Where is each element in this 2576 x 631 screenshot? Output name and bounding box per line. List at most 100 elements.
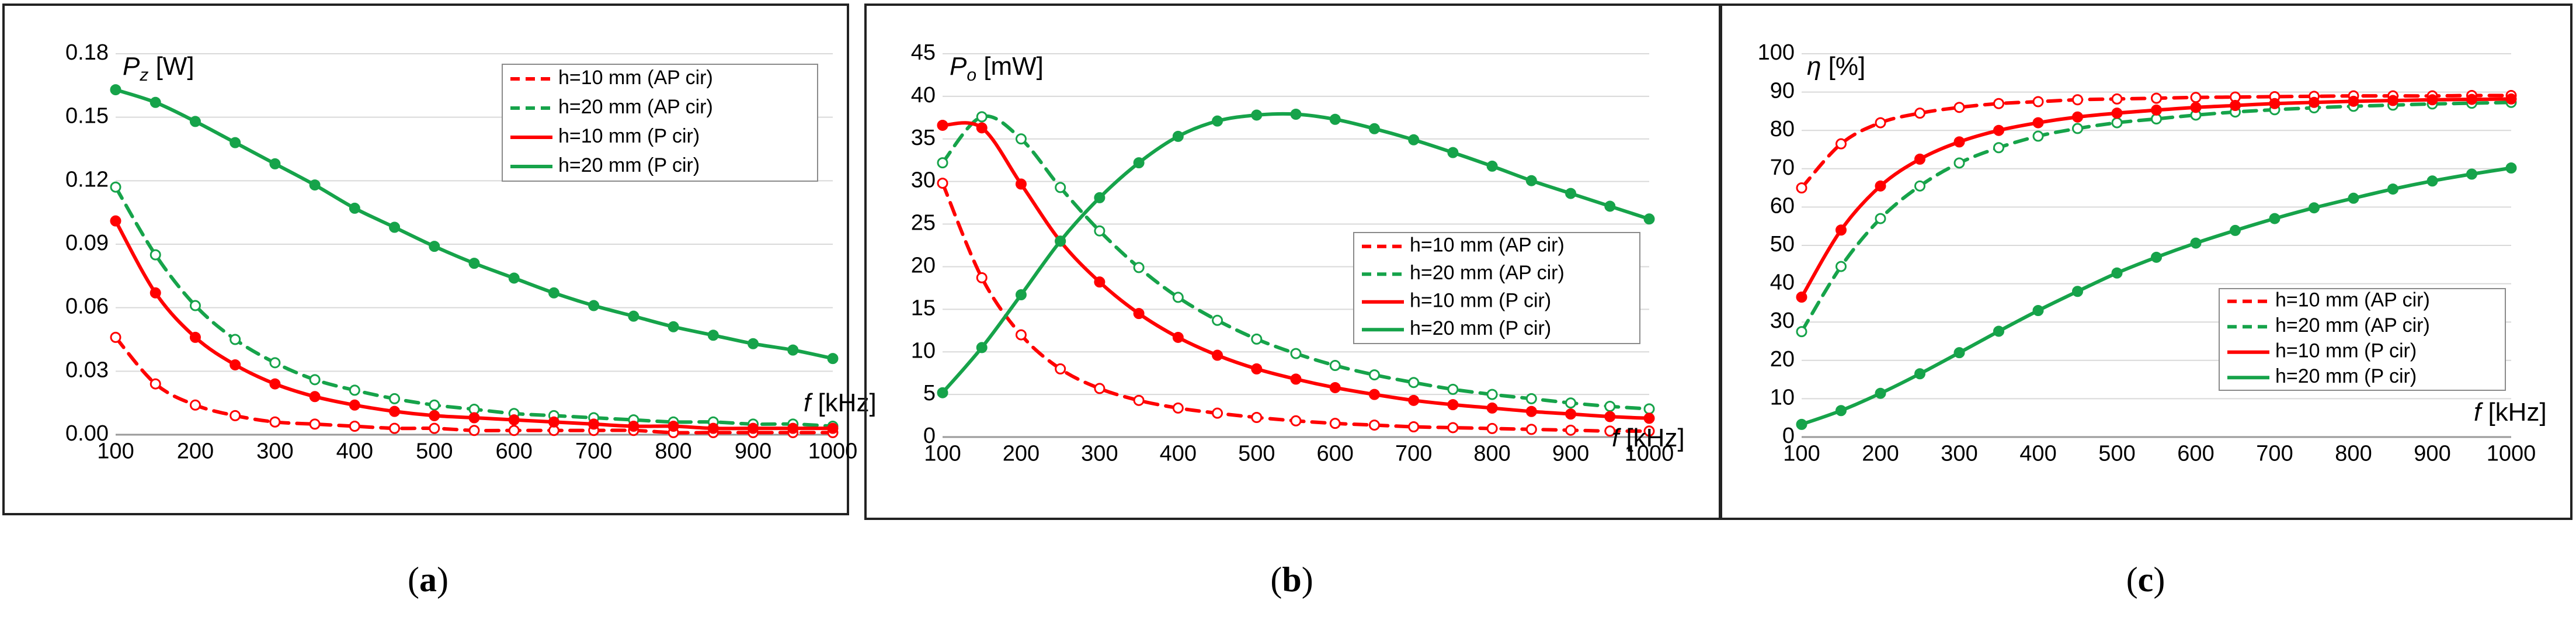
data-point	[1368, 123, 1380, 134]
y-tick-label: 25	[911, 211, 936, 235]
data-point	[668, 321, 679, 332]
data-point	[1447, 383, 1459, 395]
data-point	[1486, 402, 1498, 414]
data-point	[349, 399, 360, 411]
data-point	[1329, 382, 1341, 393]
data-point	[1251, 363, 1263, 375]
data-point	[1643, 412, 1655, 424]
data-point	[976, 111, 988, 123]
data-point	[1835, 261, 1847, 272]
data-point	[1368, 369, 1380, 381]
data-point	[1329, 360, 1341, 372]
caption-open: (	[1270, 560, 1282, 599]
data-point	[588, 418, 600, 430]
data-point	[2190, 92, 2202, 103]
legend-label: h=10 mm (P cir)	[558, 125, 700, 147]
data-point	[937, 157, 948, 169]
y-tick-label: 0.00	[65, 421, 109, 446]
data-point	[429, 422, 440, 434]
data-point	[389, 393, 401, 404]
data-point	[349, 421, 360, 432]
data-point	[2111, 108, 2123, 119]
y-axis-unit: [%]	[1821, 52, 1865, 81]
data-point	[1447, 422, 1459, 434]
data-point	[110, 84, 121, 96]
data-point	[628, 310, 639, 322]
data-point	[2151, 104, 2162, 116]
data-point	[110, 331, 121, 343]
data-point	[189, 331, 201, 343]
y-tick-label: 0.15	[65, 104, 109, 129]
x-tick-label: 400	[2019, 441, 2056, 466]
panel-caption: (b)	[1270, 560, 1313, 599]
data-point	[588, 300, 600, 311]
y-tick-label: 60	[1770, 193, 1795, 218]
data-point	[429, 399, 440, 411]
y-tick-label: 35	[911, 126, 936, 150]
data-point	[1604, 411, 1616, 422]
data-point	[1993, 124, 2004, 136]
data-point	[189, 300, 201, 311]
data-point	[1015, 133, 1027, 145]
data-point	[1015, 329, 1027, 341]
data-point	[2190, 237, 2202, 249]
legend: h=10 mm (AP cir) h=20 mm (AP cir) h=10 mm …	[1353, 232, 1640, 344]
y-axis-label: Po [mW]	[950, 52, 1044, 85]
data-point	[508, 425, 520, 436]
x-tick-label: 100	[924, 441, 961, 466]
data-point	[2111, 117, 2123, 129]
legend-label: h=10 mm (P cir)	[2275, 340, 2417, 362]
x-tick-label: 200	[1003, 441, 1040, 466]
x-tick-label: 900	[1552, 441, 1589, 466]
data-point	[2032, 130, 2044, 142]
data-point	[1212, 115, 1223, 127]
y-axis-unit: [W]	[148, 52, 194, 81]
data-point	[230, 410, 241, 421]
y-tick-label: 15	[911, 296, 936, 320]
data-point	[1015, 178, 1027, 190]
data-point	[230, 137, 241, 148]
data-point	[976, 272, 988, 283]
caption-close: )	[1302, 560, 1313, 599]
data-point	[1447, 399, 1459, 411]
data-point	[1486, 389, 1498, 400]
data-point	[1875, 180, 1886, 192]
data-point	[2348, 192, 2359, 204]
data-point	[1643, 403, 1655, 415]
y-tick-label: 30	[911, 168, 936, 193]
data-point	[2072, 111, 2083, 123]
x-tick-label: 500	[416, 439, 453, 463]
data-point	[1875, 387, 1886, 399]
legend-label: h=10 mm (AP cir)	[1410, 234, 1565, 256]
data-point	[1329, 418, 1341, 429]
data-point	[309, 374, 321, 386]
data-point	[1525, 175, 1537, 186]
data-point	[2426, 94, 2438, 106]
data-point	[1368, 389, 1380, 400]
y-tick-label: 20	[1770, 347, 1795, 372]
data-point	[548, 416, 559, 428]
legend-label: h=20 mm (P cir)	[2275, 365, 2417, 387]
data-point	[508, 272, 520, 284]
data-point	[2269, 213, 2280, 224]
x-axis-label: f [kHz]	[1612, 424, 1685, 452]
y-tick-label: 0.18	[65, 40, 109, 65]
data-point	[1212, 314, 1223, 326]
x-tick-label: 100	[97, 439, 134, 463]
data-point	[1251, 411, 1263, 423]
data-point	[937, 178, 948, 189]
data-point	[2072, 286, 2083, 297]
y-tick-label: 10	[911, 338, 936, 363]
legend-label: h=20 mm (P cir)	[1410, 317, 1551, 339]
data-point	[1408, 377, 1420, 389]
data-point	[1914, 180, 1925, 192]
x-tick-label: 600	[496, 439, 533, 463]
data-point	[1133, 394, 1145, 406]
data-point	[1290, 109, 1302, 120]
data-point	[429, 410, 440, 421]
data-point	[1525, 405, 1537, 417]
data-point	[628, 421, 639, 432]
data-point	[748, 422, 759, 434]
data-point	[548, 287, 559, 299]
data-point	[309, 391, 321, 403]
